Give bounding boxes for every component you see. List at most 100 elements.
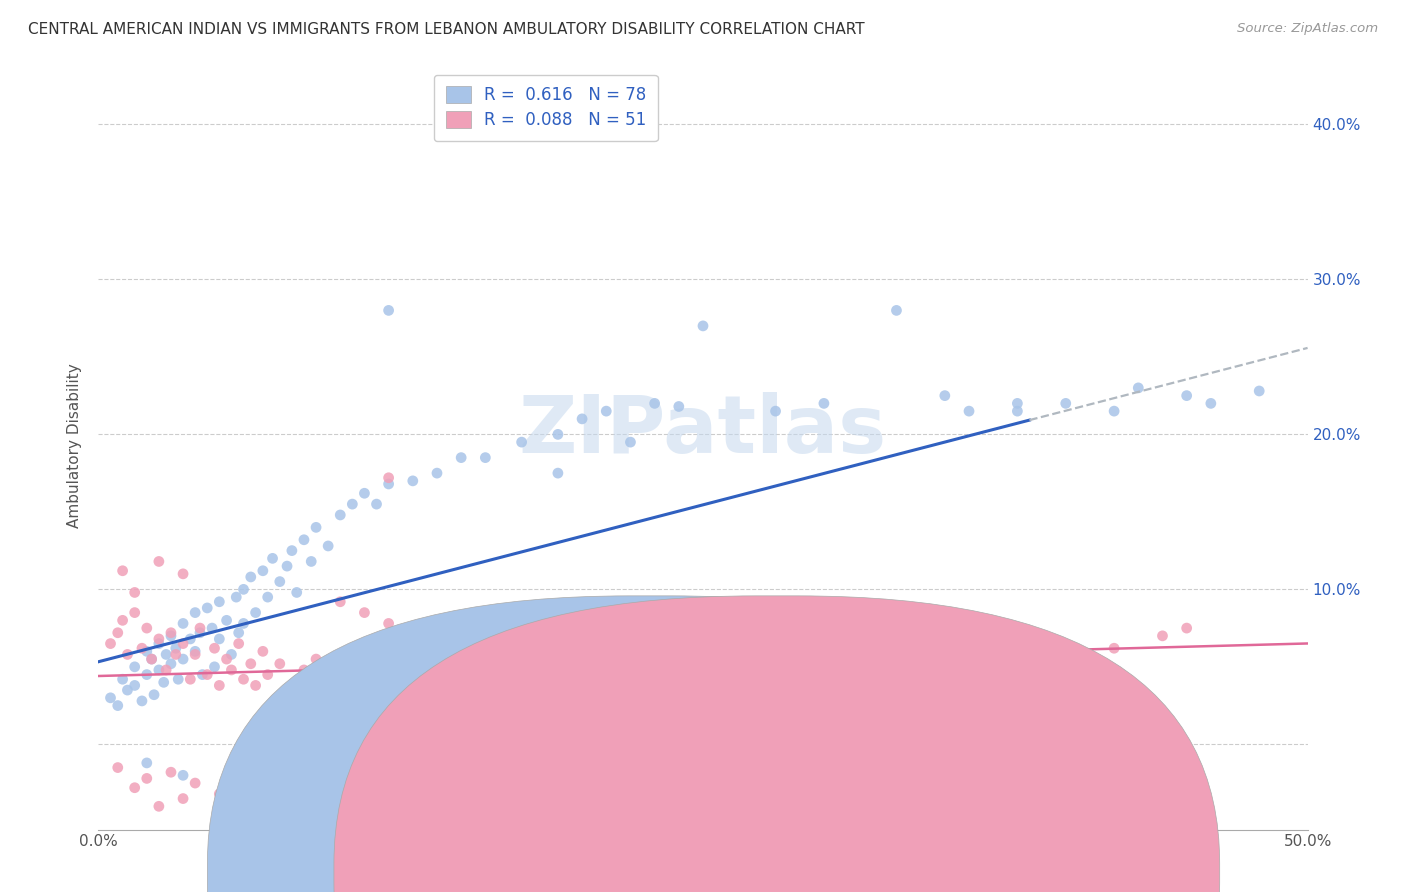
Point [329,765,352,780]
Point [117,648,139,662]
Point [1054,678,1077,692]
Point [353,486,375,500]
Point [239,570,262,584]
Point [1199,396,1222,410]
Point [1054,678,1077,692]
Point [141,652,163,666]
Point [148,632,170,646]
Point [100,637,122,651]
Point [131,694,153,708]
Point [256,590,278,604]
Point [184,776,207,790]
Point [571,814,593,829]
Point [191,667,214,681]
Point [204,641,226,656]
Point [195,601,218,615]
Point [124,660,146,674]
Point [765,404,787,418]
Point [107,761,129,775]
Point [184,644,207,658]
Point [1128,381,1150,395]
Point [377,616,399,631]
Point [644,396,666,410]
Point [245,765,267,780]
Point [208,632,231,646]
Point [208,787,231,801]
Point [377,471,399,485]
Point [172,566,194,581]
Point [1007,396,1029,410]
Point [957,404,980,418]
Point [215,613,238,627]
Point [179,672,201,686]
Point [292,533,315,547]
Point [160,765,183,780]
Point [305,784,328,798]
Point [450,791,472,805]
Point [179,632,201,646]
Point [402,641,425,656]
Point [165,648,187,662]
Point [837,780,859,795]
Point [172,768,194,782]
Point [135,621,157,635]
Point [262,551,284,566]
Point [167,672,190,686]
Point [377,303,399,318]
Point [342,497,364,511]
Text: ZIPatlas: ZIPatlas [519,392,887,470]
Point [232,582,254,597]
Point [208,595,231,609]
Point [366,497,388,511]
Point [668,400,690,414]
Point [1007,404,1029,418]
Text: Source: ZipAtlas.com: Source: ZipAtlas.com [1237,22,1378,36]
Point [184,648,207,662]
Point [292,663,315,677]
Point [221,663,243,677]
Point [208,678,231,692]
Point [232,768,254,782]
Point [245,678,267,692]
Point [160,657,183,671]
Text: Central American Indians: Central American Indians [513,865,706,880]
Point [124,780,146,795]
Point [510,435,533,450]
Point [225,590,247,604]
Point [934,621,956,635]
Point [152,675,174,690]
Point [124,585,146,599]
Point [135,644,157,658]
Point [239,657,262,671]
Point [765,787,787,801]
Point [100,690,122,705]
Point [377,780,399,795]
Point [111,564,134,578]
Point [474,450,496,465]
Point [148,799,170,814]
Point [195,667,218,681]
Point [148,663,170,677]
Point [124,678,146,692]
Point [117,683,139,698]
Point [547,427,569,442]
Point [765,625,787,640]
Point [155,648,177,662]
Point [165,641,187,656]
Point [329,508,352,522]
Point [111,613,134,627]
Point [228,637,250,651]
Point [148,554,170,568]
Point [160,629,183,643]
Point [285,585,308,599]
Point [135,772,157,786]
Point [269,574,291,589]
Point [135,756,157,770]
Point [245,802,267,816]
Point [571,637,593,651]
Point [886,303,908,318]
Point [107,698,129,713]
Point [184,606,207,620]
Point [692,318,714,333]
Point [188,621,211,635]
